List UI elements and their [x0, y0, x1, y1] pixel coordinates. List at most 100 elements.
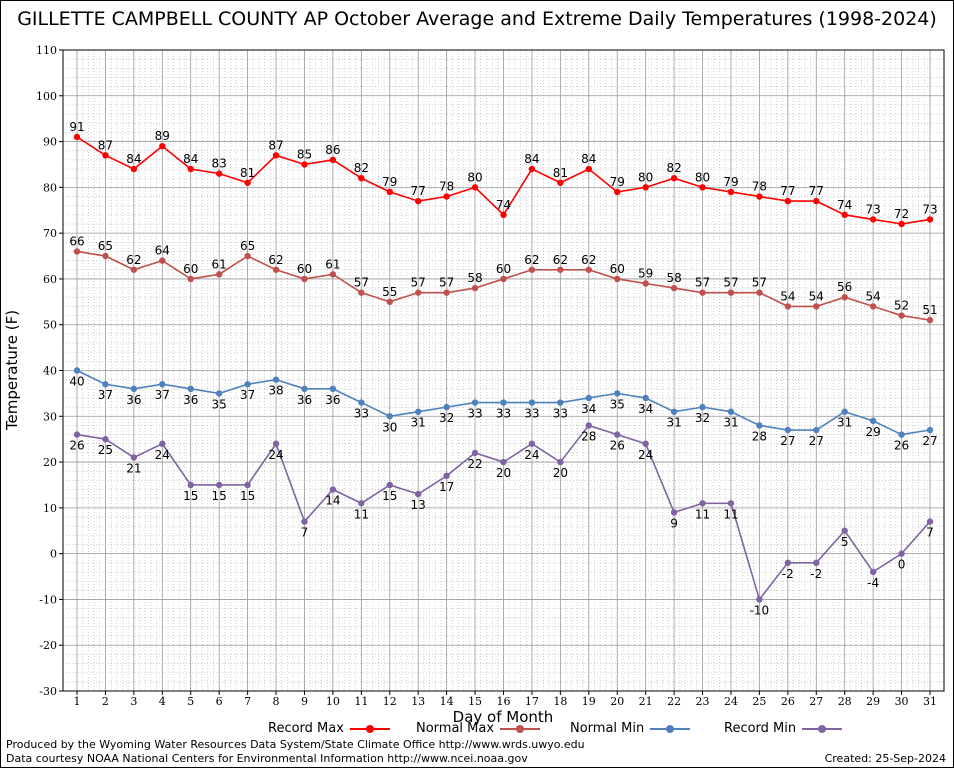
- data-label-record-max: 85: [297, 147, 312, 161]
- data-label-normal-min: 31: [666, 416, 681, 430]
- data-point-record-max: [187, 165, 194, 173]
- data-label-record-max: 77: [780, 184, 795, 198]
- data-point-normal-max: [841, 294, 848, 301]
- data-label-record-min: 0: [898, 558, 906, 572]
- data-point-record-min: [585, 422, 592, 429]
- data-point-normal-max: [443, 289, 450, 296]
- legend-normal-min-label: Normal Min: [570, 721, 645, 736]
- data-point-record-max: [386, 188, 393, 196]
- data-label-normal-max: 57: [752, 276, 767, 290]
- data-point-normal-max: [386, 298, 393, 306]
- data-point-record-min: [614, 431, 621, 438]
- data-label-normal-max: 54: [780, 289, 795, 303]
- data-point-record-max: [329, 156, 337, 164]
- data-point-record-min: [244, 481, 251, 489]
- data-label-record-min: 15: [382, 489, 397, 503]
- data-point-record-min: [841, 527, 848, 534]
- data-label-record-min: 24: [155, 448, 170, 462]
- data-point-normal-max: [130, 266, 138, 273]
- legend-record-max-label: Record Max: [268, 721, 344, 736]
- data-label-normal-max: 56: [837, 280, 852, 294]
- data-label-normal-min: 38: [268, 384, 283, 398]
- x-tick-label: 20: [610, 695, 624, 708]
- data-label-record-max: 84: [524, 152, 539, 166]
- data-point-normal-max: [301, 275, 308, 283]
- y-tick-label: 10: [43, 502, 57, 515]
- data-label-normal-max: 59: [638, 267, 653, 281]
- data-point-normal-max: [642, 280, 649, 287]
- y-axis-label: Temperature (F): [3, 310, 21, 431]
- y-tick-label: 20: [43, 456, 57, 469]
- data-label-normal-max: 60: [297, 262, 312, 276]
- data-point-normal-min: [813, 426, 820, 434]
- data-point-normal-max: [358, 289, 365, 296]
- data-point-normal-min: [301, 385, 308, 393]
- data-point-record-min: [898, 550, 905, 557]
- data-point-record-max: [159, 142, 166, 150]
- data-point-record-max: [642, 184, 649, 191]
- data-label-normal-max: 51: [922, 303, 937, 317]
- data-label-record-min: 25: [98, 443, 113, 457]
- data-label-normal-max: 57: [354, 276, 369, 290]
- data-label-normal-min: 35: [212, 397, 227, 411]
- data-label-normal-min: 33: [524, 407, 539, 421]
- data-point-normal-min: [130, 385, 138, 393]
- data-point-normal-max: [699, 289, 706, 296]
- data-label-normal-max: 60: [183, 262, 198, 276]
- x-tick-label: 21: [639, 695, 653, 708]
- series-normal-min: 40 37 36 37 36 35 37 38 36 36 33 30 31 32 33 33 33 33 34 35…: [69, 367, 938, 453]
- data-point-record-max: [244, 179, 251, 186]
- data-point-normal-min: [159, 381, 166, 388]
- data-point-normal-min: [614, 390, 621, 397]
- data-label-record-min: -2: [810, 567, 822, 581]
- series-normal-max: 66 65 62 64 60 61 65 62 60 61 57 55 57 57 58 60 62 62 62 60…: [69, 234, 938, 324]
- data-point-normal-min: [358, 399, 365, 406]
- data-label-normal-min: 37: [155, 388, 170, 402]
- data-label-record-min: 13: [411, 498, 426, 512]
- data-label-record-max: 77: [411, 184, 426, 198]
- data-point-record-max: [301, 161, 308, 168]
- data-label-record-max: 80: [467, 170, 482, 184]
- data-point-normal-max: [670, 284, 678, 292]
- data-point-normal-max: [614, 275, 621, 283]
- data-label-normal-max: 62: [268, 253, 283, 267]
- data-label-normal-min: 36: [325, 393, 340, 407]
- data-label-normal-max: 57: [439, 276, 454, 290]
- data-point-normal-min: [898, 431, 905, 438]
- data-point-normal-min: [784, 426, 792, 434]
- data-label-normal-max: 52: [894, 299, 909, 313]
- data-point-normal-min: [443, 403, 450, 411]
- data-point-normal-min: [215, 390, 223, 397]
- data-point-normal-min: [670, 408, 678, 415]
- data-point-normal-min: [187, 385, 194, 393]
- data-point-normal-min: [699, 403, 706, 411]
- series-record-min: 26 25 21 24 15 15 15 24 7 14 11 15 13 17 22 20 24 20 28 26 2…: [69, 422, 934, 617]
- data-point-normal-max: [329, 271, 337, 278]
- data-point-normal-max: [926, 316, 934, 324]
- data-label-normal-min: 37: [98, 388, 113, 402]
- data-point-record-max: [500, 211, 507, 219]
- data-label-normal-min: 34: [581, 402, 596, 416]
- x-tick-label: 3: [130, 695, 137, 708]
- y-tick-label: -10: [39, 593, 57, 606]
- data-label-normal-min: 27: [809, 434, 824, 448]
- data-label-normal-max: 55: [382, 285, 397, 299]
- data-point-normal-min: [841, 408, 848, 415]
- legend-record-min-label: Record Min: [724, 721, 797, 736]
- data-label-normal-max: 65: [98, 239, 113, 253]
- data-point-record-max: [898, 220, 905, 228]
- data-label-record-min: 24: [524, 448, 539, 462]
- data-label-normal-max: 57: [411, 276, 426, 290]
- data-label-normal-max: 62: [524, 253, 539, 267]
- data-point-normal-max: [415, 289, 422, 296]
- data-label-record-max: 81: [240, 166, 255, 180]
- legend-normal-max-label: Normal Max: [416, 721, 495, 736]
- data-label-normal-max: 54: [865, 289, 880, 303]
- data-label-record-max: 80: [695, 170, 710, 184]
- data-label-record-max: 74: [837, 198, 852, 212]
- x-tick-label: 1: [74, 695, 81, 708]
- data-label-normal-min: 35: [610, 397, 625, 411]
- x-tick-label: 22: [667, 695, 681, 708]
- data-label-normal-max: 61: [212, 257, 227, 271]
- data-point-normal-max: [471, 284, 479, 292]
